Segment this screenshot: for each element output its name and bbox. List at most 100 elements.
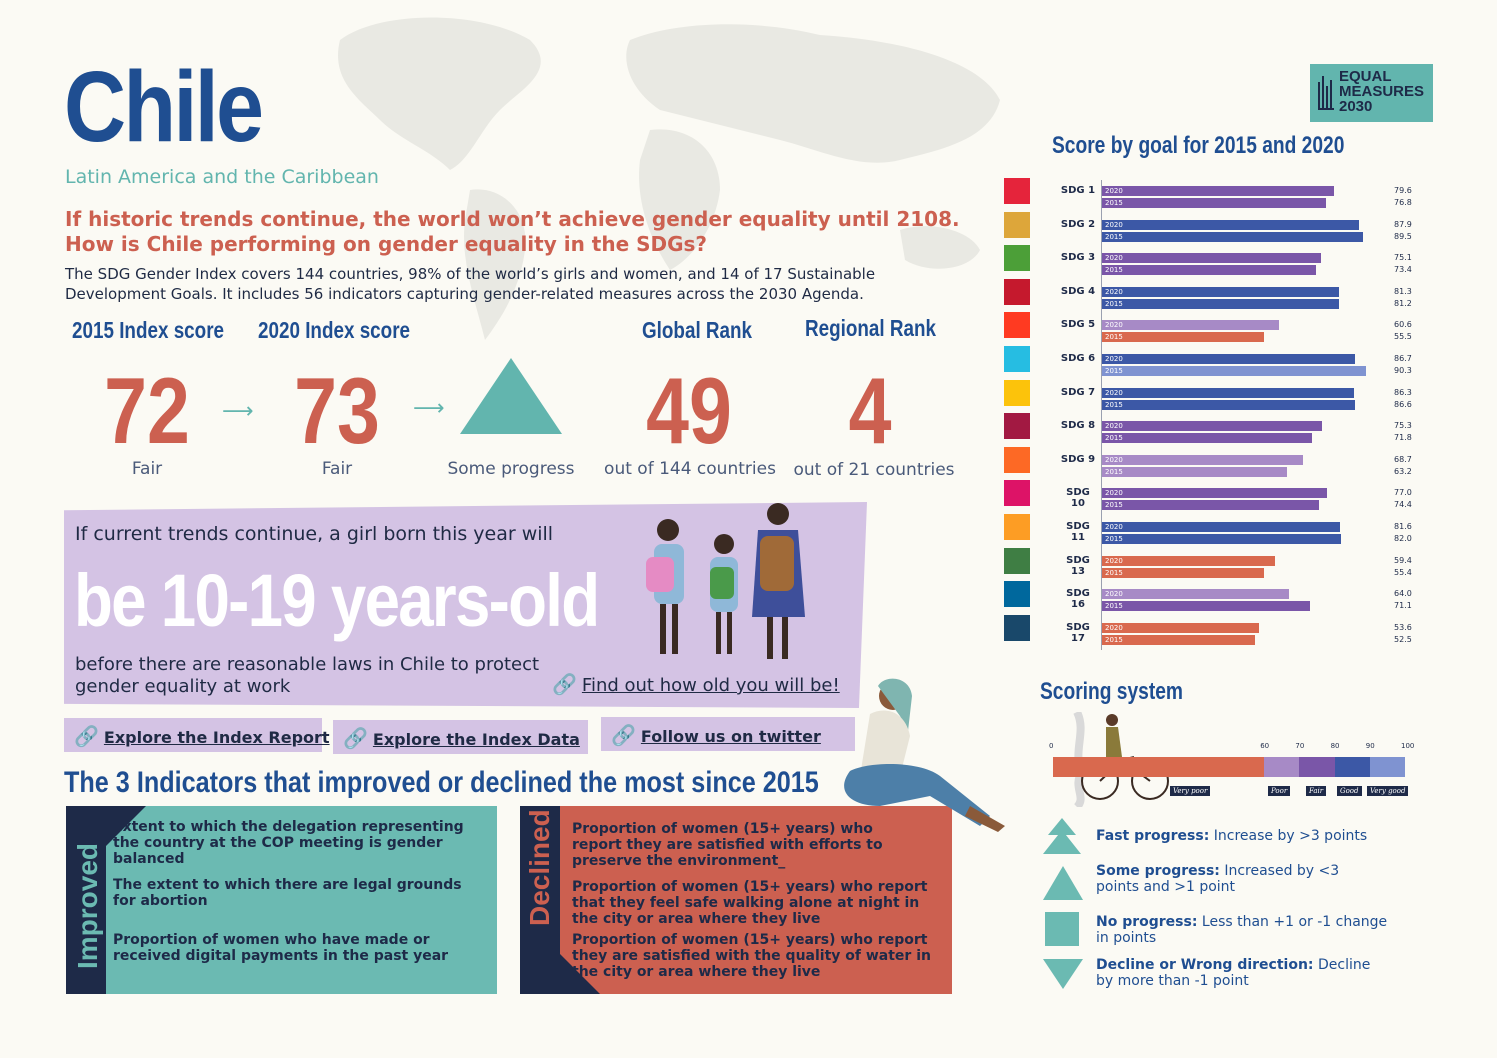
sdg-category-label: SDG 9 bbox=[1060, 454, 1096, 465]
improved-panel: Improved Extent to which the delegation … bbox=[66, 806, 497, 994]
improved-corner-notch bbox=[106, 806, 146, 846]
sdg-bar-2020 bbox=[1102, 354, 1355, 364]
sdg-category-label: SDG 1 bbox=[1060, 185, 1096, 196]
sdg-bar-year-label: 2020 bbox=[1105, 456, 1123, 464]
sdg-bar-value-label: 60.6 bbox=[1394, 320, 1412, 329]
sdg-category-label: SDG 11 bbox=[1066, 521, 1090, 543]
scale-band bbox=[1299, 757, 1335, 777]
sdg-goal-icon bbox=[1004, 380, 1030, 406]
sdg-bar-value-label: 76.8 bbox=[1394, 198, 1412, 207]
declined-item-1: Proportion of women (15+ years) who repo… bbox=[572, 821, 883, 869]
regional-rank-value: 4 bbox=[848, 358, 892, 463]
declined-panel: Declined Proportion of women (15+ years)… bbox=[520, 806, 952, 994]
sdg-bar-2015 bbox=[1102, 232, 1363, 242]
scale-tick-label: 0 bbox=[1049, 742, 1054, 750]
sdg-bar-value-label: 75.1 bbox=[1394, 253, 1412, 262]
sdg-bar-value-label: 89.5 bbox=[1394, 232, 1412, 241]
global-rank-sub: out of 144 countries bbox=[604, 459, 776, 479]
sdg-goal-icon bbox=[1004, 581, 1030, 607]
sdg-bar-value-label: 90.3 bbox=[1394, 366, 1412, 375]
sdg-bar-2015 bbox=[1102, 534, 1341, 544]
explore-data-link[interactable]: 🔗 Explore the Index Data bbox=[343, 726, 580, 750]
sdg-bar-2015 bbox=[1102, 568, 1264, 578]
sdg-bar-value-label: 86.6 bbox=[1394, 400, 1412, 409]
legend-fast: Fast progress: Increase by >3 points bbox=[1096, 828, 1396, 844]
sdg-goal-icon bbox=[1004, 447, 1030, 473]
sdg-bar-value-label: 74.4 bbox=[1394, 500, 1412, 509]
sdg-bar-value-label: 71.1 bbox=[1394, 601, 1412, 610]
sdg-bar-value-label: 63.2 bbox=[1394, 467, 1412, 476]
scale-band-label: Very poor bbox=[1170, 786, 1211, 796]
sdg-category-label: SDG 3 bbox=[1060, 252, 1096, 263]
sdg-bar-year-label: 2020 bbox=[1105, 321, 1123, 329]
sdg-bar-year-label: 2015 bbox=[1105, 233, 1123, 241]
sdg-bar-year-label: 2015 bbox=[1105, 535, 1123, 543]
girl-forecast-outro: before there are reasonable laws in Chil… bbox=[75, 654, 540, 697]
sdg-bar-2020 bbox=[1102, 488, 1327, 498]
sdg-goal-icon bbox=[1004, 346, 1030, 372]
sdg-bar-2015 bbox=[1102, 332, 1264, 342]
sdg-bar-year-label: 2015 bbox=[1105, 434, 1123, 442]
sdg-bar-2020 bbox=[1102, 287, 1339, 297]
sdg-goal-icon bbox=[1004, 245, 1030, 271]
sdg-bar-value-label: 86.3 bbox=[1394, 388, 1412, 397]
legend-fast-title: Fast progress: bbox=[1096, 828, 1210, 844]
sdg-category-label: SDG 13 bbox=[1066, 555, 1090, 577]
progress-status: Some progress bbox=[447, 459, 575, 479]
legend-none-desc: Less than +1 or -1 change in points bbox=[1096, 914, 1388, 946]
sdg-category-label: SDG 7 bbox=[1060, 387, 1096, 398]
fast-progress-icon bbox=[1043, 818, 1081, 854]
intro-text: The SDG Gender Index covers 144 countrie… bbox=[65, 265, 876, 303]
legend-decline-title: Decline or Wrong direction: bbox=[1096, 957, 1314, 973]
schoolgirls-illustration bbox=[646, 503, 805, 659]
no-progress-icon bbox=[1045, 912, 1079, 946]
sdg-bar-year-label: 2020 bbox=[1105, 590, 1123, 598]
scoring-title: Scoring system bbox=[1040, 678, 1183, 705]
sdg-bar-year-label: 2020 bbox=[1105, 221, 1123, 229]
scale-band-label: Fair bbox=[1306, 786, 1327, 796]
sdg-category-label: SDG 4 bbox=[1060, 286, 1096, 297]
sdg-category-label: SDG 16 bbox=[1066, 588, 1090, 610]
sdg-bar-2015 bbox=[1102, 601, 1310, 611]
explore-report-link[interactable]: 🔗 Explore the Index Report bbox=[74, 724, 330, 748]
declined-item-2: Proportion of women (15+ years) who repo… bbox=[572, 879, 928, 927]
sdg-bar-2015 bbox=[1102, 400, 1355, 410]
sdg-goal-icon bbox=[1004, 279, 1030, 305]
score-2015-label: 2015 Index score bbox=[72, 317, 225, 343]
sdg-bar-2015 bbox=[1102, 265, 1316, 275]
twitter-link[interactable]: 🔗 Follow us on twitter bbox=[611, 723, 821, 747]
improved-item-2: The extent to which there are legal grou… bbox=[113, 877, 462, 909]
legend-some: Some progress: Increased by <3 points an… bbox=[1096, 863, 1356, 895]
sdg-bar-value-label: 71.8 bbox=[1394, 433, 1412, 442]
explore-data-button[interactable]: 🔗 Explore the Index Data bbox=[333, 720, 588, 754]
score-2015-value: 72 bbox=[104, 358, 190, 463]
explore-report-button[interactable]: 🔗 Explore the Index Report bbox=[64, 718, 330, 752]
link-icon: 🔗 bbox=[611, 723, 636, 747]
sdg-bar-2015 bbox=[1102, 366, 1366, 376]
country-title: Chile bbox=[64, 51, 264, 163]
sdg-bar-value-label: 64.0 bbox=[1394, 589, 1412, 598]
twitter-button[interactable]: 🔗 Follow us on twitter bbox=[601, 717, 855, 751]
scale-band-label: Very good bbox=[1367, 786, 1409, 796]
sdg-bar-year-label: 2015 bbox=[1105, 266, 1123, 274]
sdg-bar-year-label: 2015 bbox=[1105, 300, 1123, 308]
sdg-bar-2015 bbox=[1102, 635, 1255, 645]
sdg-bar-value-label: 82.0 bbox=[1394, 534, 1412, 543]
regional-rank-label: Regional Rank bbox=[805, 315, 937, 341]
logo-line-3: 2030 bbox=[1339, 98, 1373, 115]
sdg-bar-year-label: 2015 bbox=[1105, 636, 1123, 644]
sdg-bar-2020 bbox=[1102, 522, 1340, 532]
sdg-bar-value-label: 81.3 bbox=[1394, 287, 1412, 296]
sdg-goal-icon bbox=[1004, 615, 1030, 641]
indicators-title: The 3 Indicators that improved or declin… bbox=[64, 766, 819, 799]
legend-none-title: No progress: bbox=[1096, 914, 1198, 930]
legend-some-desc: Increased by <3 points and >1 point bbox=[1096, 863, 1340, 895]
sdg-bar-2020 bbox=[1102, 253, 1321, 263]
headline-trend: If historic trends continue, the world w… bbox=[65, 207, 960, 231]
find-age-link[interactable]: 🔗 Find out how old you will be! bbox=[552, 672, 840, 696]
improved-side-strip bbox=[66, 806, 106, 994]
scale-tick-label: 100 bbox=[1401, 742, 1415, 750]
sdg-bar-2015 bbox=[1102, 500, 1319, 510]
sdg-bar-year-label: 2020 bbox=[1105, 254, 1123, 262]
find-age-link-label: Find out how old you will be! bbox=[581, 675, 840, 696]
